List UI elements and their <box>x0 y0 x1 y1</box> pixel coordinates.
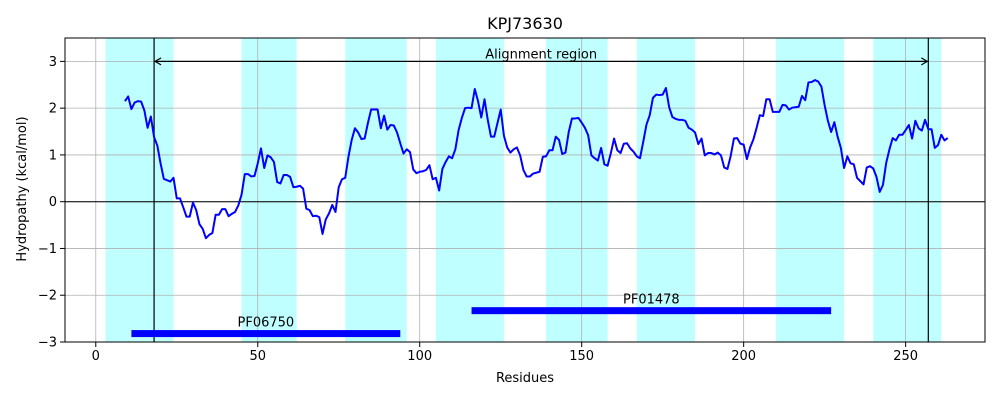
y-tick-label: 2 <box>49 102 57 117</box>
tm-band <box>776 38 845 342</box>
y-tick-label: 0 <box>49 195 57 210</box>
tm-band <box>435 38 504 342</box>
y-tick-label: 1 <box>49 148 57 163</box>
domain-bar <box>131 330 401 338</box>
plot-frame <box>64 37 986 343</box>
x-tick-label: 50 <box>249 349 266 364</box>
x-tick-label: 0 <box>92 349 100 364</box>
y-axis-label: Hydropathy (kcal/mol) <box>15 116 30 261</box>
y-tick-label: −3 <box>38 336 57 351</box>
y-tick-label: −1 <box>38 242 57 257</box>
transmembrane-bands <box>105 38 942 342</box>
alignment-label: Alignment region <box>485 47 597 62</box>
domain-label: PF06750 <box>238 316 295 331</box>
tm-band <box>105 38 174 342</box>
x-axis-label: Residues <box>496 371 554 386</box>
x-tick-label: 200 <box>731 349 756 364</box>
domain-label: PF01478 <box>623 293 680 308</box>
x-tick-label: 150 <box>569 349 594 364</box>
x-tick-label: 100 <box>407 349 432 364</box>
alignment-region: Alignment region <box>153 38 929 342</box>
tm-band <box>873 38 942 342</box>
x-axis-ticks: 0 50 100 150 200 250 <box>92 342 918 364</box>
alignment-arrowhead-right <box>921 57 929 66</box>
tm-band <box>345 38 407 342</box>
y-axis-ticks: −3 −2 −1 0 1 2 3 <box>38 55 65 351</box>
chart-title: KPJ73630 <box>487 14 563 33</box>
x-tick-label: 250 <box>893 349 918 364</box>
tm-band <box>546 38 608 342</box>
grid-lines <box>65 38 985 343</box>
hydropathy-line <box>124 79 949 240</box>
y-tick-label: 3 <box>49 55 57 70</box>
y-tick-label: −2 <box>38 289 57 304</box>
alignment-arrowhead-left <box>153 57 162 66</box>
domain-bars: PF06750 PF01478 <box>131 293 832 338</box>
domain-bar <box>471 307 832 315</box>
tm-band <box>241 38 297 342</box>
